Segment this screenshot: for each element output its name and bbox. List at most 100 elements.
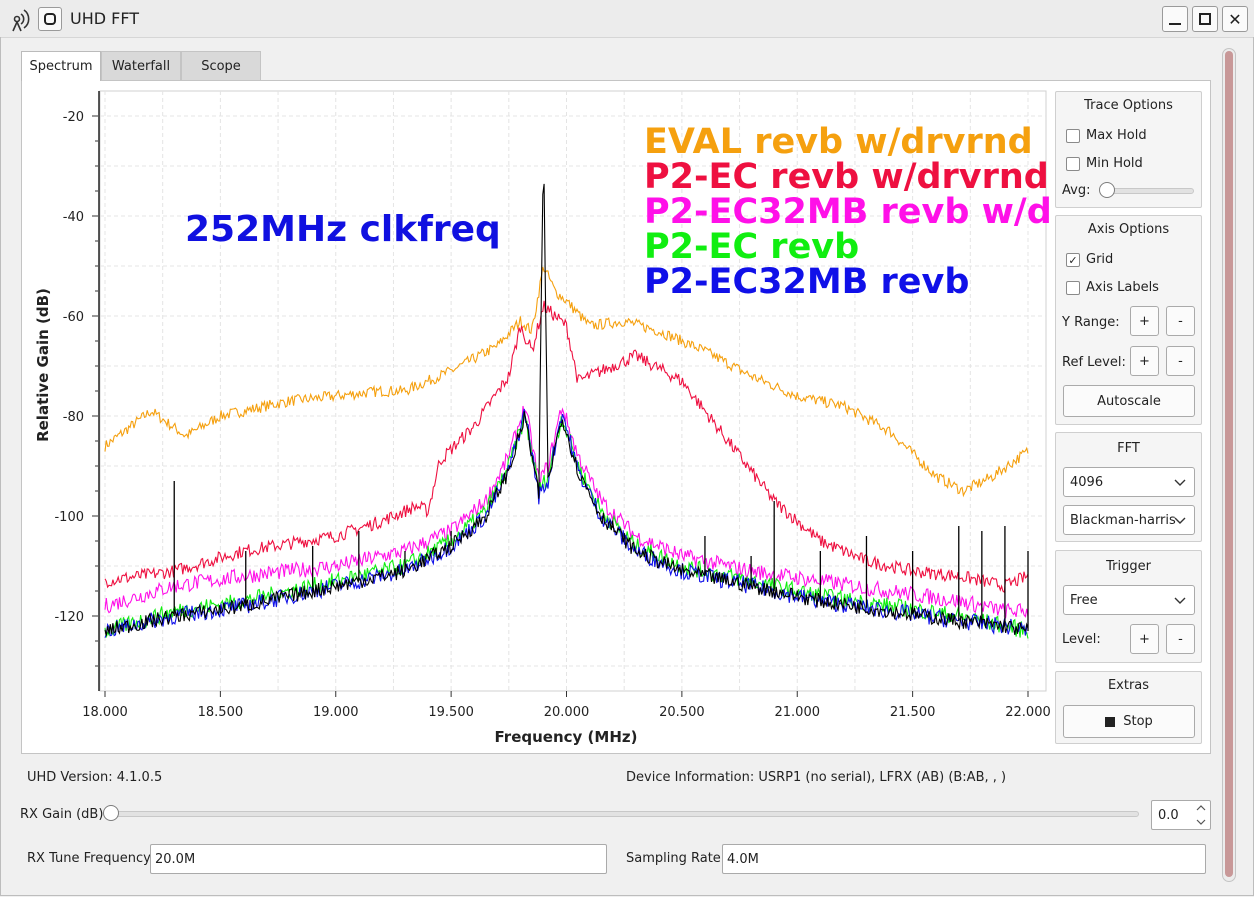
ref-level-label: Ref Level: bbox=[1062, 355, 1126, 370]
fft-size-select[interactable]: 4096 bbox=[1063, 467, 1195, 497]
fft-size-value: 4096 bbox=[1070, 474, 1104, 490]
chevron-down-icon bbox=[1174, 517, 1186, 524]
ref-level-plus-button[interactable]: + bbox=[1130, 346, 1159, 376]
legend-entry: P2-EC32MB revb bbox=[644, 262, 969, 302]
rx-gain-value: 0.0 bbox=[1158, 807, 1179, 823]
minimize-icon bbox=[1169, 23, 1181, 25]
grid-label: Grid bbox=[1086, 252, 1114, 267]
trace-options-title: Trace Options bbox=[1084, 98, 1173, 113]
tab-spectrum-label: Spectrum bbox=[29, 59, 93, 74]
fft-window-select[interactable]: Blackman-harris bbox=[1063, 505, 1195, 535]
sampling-rate-input[interactable]: 4.0M bbox=[722, 844, 1206, 874]
max-hold-label: Max Hold bbox=[1086, 128, 1147, 143]
trace-black bbox=[104, 183, 1029, 636]
y-range-plus-button[interactable]: + bbox=[1130, 306, 1159, 336]
fft-window-value: Blackman-harris bbox=[1070, 512, 1176, 528]
chevron-down-icon bbox=[1174, 479, 1186, 486]
checkmark-icon: ✓ bbox=[1068, 253, 1078, 267]
tab-scope-label: Scope bbox=[201, 59, 241, 74]
legend-entry: P2-EC revb bbox=[644, 227, 859, 267]
legend-entry: P2-EC32MB revb w/drvrnd bbox=[644, 192, 1052, 232]
axis-labels-label: Axis Labels bbox=[1086, 280, 1159, 295]
x-tick-label: 20.000 bbox=[544, 705, 590, 720]
stop-button[interactable]: Stop bbox=[1063, 705, 1195, 738]
trace-p2-ec-revb bbox=[104, 412, 1029, 639]
trace-p2-ec32mb-revb-drvrnd bbox=[104, 405, 1029, 619]
x-tick-label: 21.500 bbox=[890, 705, 936, 720]
scrollbar[interactable] bbox=[1222, 48, 1236, 882]
x-tick-label: 19.000 bbox=[313, 705, 359, 720]
uhd-version: UHD Version: 4.1.0.5 bbox=[27, 770, 163, 785]
trigger-mode-select[interactable]: Free bbox=[1063, 585, 1195, 615]
spectrum-plot[interactable]: -20 -40 -60 -80 -100 -120 18.000 18.500 19.000 19… bbox=[22, 85, 1052, 750]
trigger-group: Trigger Free Level: + - bbox=[1055, 550, 1202, 663]
rx-tune-frequency-value: 20.0M bbox=[155, 851, 196, 867]
y-tick-label: -60 bbox=[63, 310, 84, 325]
x-axis-label: Frequency (MHz) bbox=[495, 728, 638, 746]
y-range-label: Y Range: bbox=[1062, 315, 1120, 330]
sampling-rate-value: 4.0M bbox=[727, 851, 759, 867]
ref-level-minus-button[interactable]: - bbox=[1166, 346, 1195, 376]
extras-group: Extras Stop bbox=[1055, 671, 1202, 744]
trigger-level-label: Level: bbox=[1062, 632, 1101, 647]
axis-labels-checkbox[interactable] bbox=[1066, 281, 1080, 295]
trace-options-group: Trace Options Max Hold Min Hold Avg: bbox=[1055, 91, 1202, 208]
tab-waterfall[interactable]: Waterfall bbox=[101, 51, 181, 81]
y-tick-label: -120 bbox=[54, 610, 84, 625]
window-title: UHD FFT bbox=[70, 9, 140, 28]
rx-gain-slider-handle[interactable] bbox=[103, 805, 119, 821]
close-icon: ✕ bbox=[1228, 9, 1242, 29]
rx-gain-slider[interactable] bbox=[110, 811, 1139, 817]
app-icon bbox=[12, 9, 30, 32]
rx-gain-label: RX Gain (dB) bbox=[20, 807, 104, 822]
trace-eval-revb-drvrnd bbox=[104, 266, 1029, 498]
stop-label: Stop bbox=[1123, 714, 1153, 729]
device-information: Device Information: USRP1 (no serial), L… bbox=[626, 770, 1007, 785]
tab-waterfall-label: Waterfall bbox=[111, 59, 171, 74]
min-hold-label: Min Hold bbox=[1086, 156, 1143, 171]
max-hold-checkbox[interactable] bbox=[1066, 129, 1080, 143]
x-tick-label: 18.500 bbox=[198, 705, 244, 720]
trigger-mode-value: Free bbox=[1070, 592, 1098, 608]
y-range-minus-button[interactable]: - bbox=[1166, 306, 1195, 336]
spin-down-icon[interactable] bbox=[1195, 818, 1207, 826]
tab-spectrum[interactable]: Spectrum bbox=[21, 51, 101, 81]
minimize-button[interactable] bbox=[1162, 6, 1188, 32]
window-menu-button[interactable] bbox=[38, 7, 62, 31]
rx-tune-frequency-input[interactable]: 20.0M bbox=[150, 844, 607, 874]
maximize-button[interactable] bbox=[1192, 6, 1218, 32]
axis-options-title: Axis Options bbox=[1087, 222, 1170, 237]
rx-gain-spinbox[interactable]: 0.0 bbox=[1151, 800, 1211, 830]
y-tick-label: -100 bbox=[54, 510, 84, 525]
y-axis-label: Relative Gain (dB) bbox=[34, 288, 52, 442]
trace-p2-ec-revb-drvrnd bbox=[104, 300, 1029, 594]
y-tick-label: -20 bbox=[63, 110, 84, 125]
maximize-icon bbox=[1199, 13, 1211, 25]
x-tick-label: 20.500 bbox=[659, 705, 705, 720]
grid-checkbox[interactable]: ✓ bbox=[1066, 253, 1080, 267]
avg-slider-handle[interactable] bbox=[1099, 182, 1115, 198]
x-tick-label: 18.000 bbox=[82, 705, 128, 720]
trigger-level-minus-button[interactable]: - bbox=[1166, 624, 1195, 654]
legend-entry: P2-EC revb w/drvrnd bbox=[644, 157, 1049, 197]
autoscale-button[interactable]: Autoscale bbox=[1063, 385, 1195, 417]
min-hold-checkbox[interactable] bbox=[1066, 157, 1080, 171]
close-button[interactable]: ✕ bbox=[1222, 6, 1248, 32]
x-tick-label: 19.500 bbox=[428, 705, 474, 720]
trigger-level-plus-button[interactable]: + bbox=[1130, 624, 1159, 654]
fft-title: FFT bbox=[1117, 441, 1140, 456]
scrollbar-thumb[interactable] bbox=[1225, 51, 1233, 877]
extras-title: Extras bbox=[1107, 678, 1150, 693]
window-menu-icon bbox=[44, 13, 56, 25]
chevron-down-icon bbox=[1174, 597, 1186, 604]
tab-scope[interactable]: Scope bbox=[181, 51, 261, 81]
spin-up-icon[interactable] bbox=[1195, 804, 1207, 812]
legend-entry: EVAL revb w/drvrnd bbox=[644, 122, 1033, 162]
axis-options-group: Axis Options ✓ Grid Axis Labels Y Range:… bbox=[1055, 215, 1202, 425]
rx-tune-frequency-label: RX Tune Frequency: bbox=[27, 851, 155, 866]
stop-icon bbox=[1105, 716, 1116, 727]
y-tick-label: -40 bbox=[63, 210, 84, 225]
x-tick-label: 22.000 bbox=[1005, 705, 1051, 720]
y-tick-label: -80 bbox=[63, 410, 84, 425]
avg-label: Avg: bbox=[1062, 183, 1091, 198]
